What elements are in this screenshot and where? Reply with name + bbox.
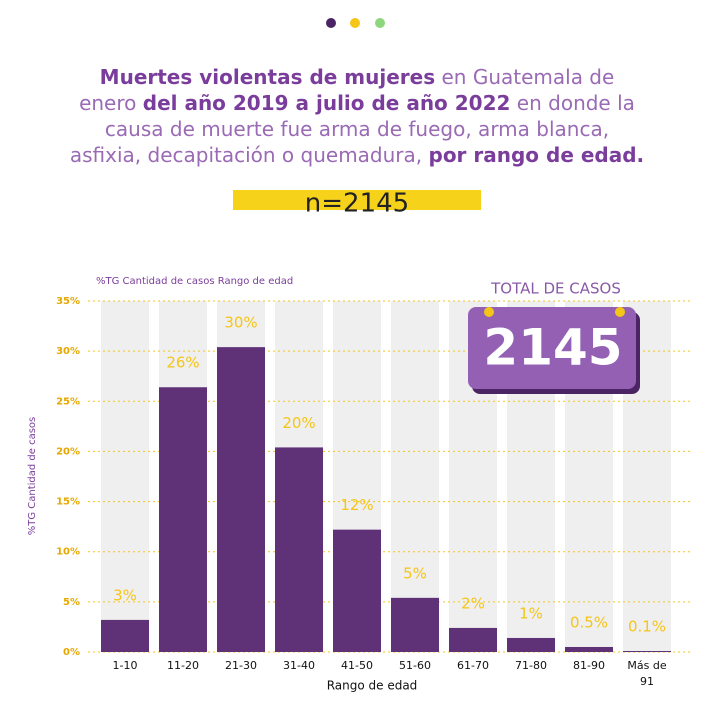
y-tick-label: 15% [56,497,80,508]
x-tick-label: Más de 91 [627,659,667,688]
x-tick-label: 61-70 [457,659,489,672]
value-label: 30% [224,314,257,332]
y-tick-label: 0% [63,647,80,658]
dot [375,18,385,28]
bar [159,387,207,652]
value-label: 26% [166,354,199,372]
value-label: 20% [282,414,315,432]
bar [391,597,439,652]
bar [101,619,149,652]
chart-title: %TG Cantidad de casos Rango de edad [96,276,293,287]
sample-highlight [233,190,481,210]
bar [333,529,381,652]
x-tick-label: 21-30 [225,659,257,672]
y-tick-label: 20% [56,446,80,457]
bar [217,347,265,652]
bar [565,646,613,652]
bar [449,627,497,652]
value-label: 0.5% [570,613,608,631]
y-tick-label: 25% [56,396,80,407]
badge-value: 2145 [483,319,622,377]
sample: n=2145 [305,189,409,219]
value-label: 2% [461,594,485,612]
x-tick-label: 71-80 [515,659,547,672]
y-tick-label: 30% [56,346,80,357]
title-part: en Guatemala de enero [79,65,615,115]
badge-box [468,307,636,389]
title: Muertes violentas de mujeres en Guatemal… [68,64,646,168]
bar [623,650,671,652]
bar [275,447,323,652]
x-tick-label: 11-20 [167,659,199,672]
value-label: 3% [113,586,137,604]
badge-label: TOTAL DE CASOS [490,280,621,298]
badge: TOTAL DE CASOS 2145 [468,280,640,394]
plot: 0% 5% 10% 15% 20% 25% 30% 35% 3% 26% 30% 20% 12% 5% 2%… [56,296,690,658]
value-label: 0.1% [628,617,666,635]
title-part: por rango de edad. [428,143,645,167]
pin [484,307,494,317]
dot [326,18,336,28]
value-label: 1% [519,604,543,622]
y-tick-label: 10% [56,547,80,558]
x-tick-label: 31-40 [283,659,315,672]
x-axis-label: Rango de edad [327,679,418,693]
title-part: Muertes violentas de mujeres [99,65,436,89]
bar [507,637,555,652]
title-part: del año 2019 a julio de año 2022 [142,91,511,115]
x-tick-label: 1-10 [112,659,138,672]
pin [615,307,625,317]
y-tick-label: 35% [56,296,80,307]
x-tick-label: 51-60 [399,659,431,672]
y-tick-label: 5% [63,597,80,608]
x-tick-label: 81-90 [573,659,605,672]
value-label: 12% [340,496,373,514]
column-background [101,301,149,652]
dot [350,18,360,28]
value-label: 5% [403,564,427,582]
y-axis-label: %TG Cantidad de casos [27,417,38,536]
column-background [391,301,439,652]
title-part: en donde la causa de muerte fue arma de … [69,91,635,167]
x-tick-label: 41-50 [341,659,373,672]
